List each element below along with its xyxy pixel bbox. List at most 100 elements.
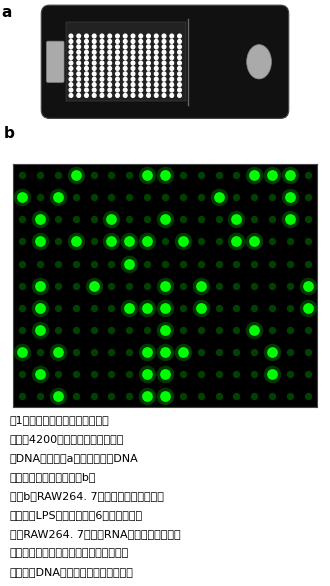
Circle shape [154, 34, 158, 38]
Circle shape [139, 45, 143, 49]
Point [234, 214, 239, 224]
Point [109, 237, 114, 246]
Circle shape [178, 88, 182, 92]
Point [162, 171, 168, 180]
Circle shape [92, 67, 96, 70]
Circle shape [178, 45, 182, 49]
Point [109, 369, 114, 379]
Point [180, 347, 185, 357]
Circle shape [154, 56, 158, 60]
Circle shape [139, 61, 143, 65]
Point [234, 193, 239, 202]
Ellipse shape [247, 45, 271, 79]
Circle shape [123, 61, 127, 65]
Point [162, 369, 168, 379]
Circle shape [178, 67, 182, 70]
Circle shape [69, 88, 73, 92]
Point [216, 347, 221, 357]
Point [270, 347, 275, 357]
Point [270, 193, 275, 202]
Circle shape [100, 72, 104, 76]
Circle shape [108, 67, 112, 70]
Point [55, 171, 60, 180]
Circle shape [92, 34, 96, 38]
Point [162, 259, 168, 268]
Circle shape [178, 50, 182, 54]
Circle shape [77, 77, 81, 81]
Circle shape [84, 67, 88, 70]
Point [252, 325, 257, 335]
Point [55, 325, 60, 335]
Circle shape [139, 34, 143, 38]
Point [91, 281, 96, 291]
Point [127, 171, 132, 180]
Point [180, 281, 185, 291]
Point [127, 193, 132, 202]
Point [287, 347, 293, 357]
Circle shape [147, 88, 150, 92]
Point [162, 214, 168, 224]
Point [37, 214, 43, 224]
Point [216, 214, 221, 224]
Circle shape [108, 88, 112, 92]
Point [234, 391, 239, 401]
Point [216, 193, 221, 202]
Point [73, 214, 78, 224]
Bar [66, 22, 186, 101]
Circle shape [123, 50, 127, 54]
Circle shape [162, 72, 166, 76]
Point [73, 237, 78, 246]
Point [216, 391, 221, 401]
Circle shape [116, 83, 119, 87]
Point [252, 325, 257, 335]
Circle shape [170, 56, 174, 60]
Point [198, 347, 203, 357]
Point [198, 303, 203, 312]
Circle shape [147, 77, 150, 81]
Point [37, 325, 43, 335]
Circle shape [170, 61, 174, 65]
Point [127, 303, 132, 312]
Point [55, 347, 60, 357]
Circle shape [77, 83, 81, 87]
Circle shape [178, 72, 182, 76]
Circle shape [123, 39, 127, 43]
Point [180, 237, 185, 246]
Point [252, 391, 257, 401]
Point [145, 171, 150, 180]
Circle shape [108, 34, 112, 38]
Point [91, 237, 96, 246]
Circle shape [84, 50, 88, 54]
Point [162, 214, 168, 224]
Point [55, 391, 60, 401]
Point [19, 171, 25, 180]
Point [145, 325, 150, 335]
Point [162, 391, 168, 401]
Circle shape [139, 39, 143, 43]
Point [180, 391, 185, 401]
Point [270, 369, 275, 379]
Circle shape [139, 83, 143, 87]
FancyBboxPatch shape [47, 41, 64, 83]
Point [287, 259, 293, 268]
Point [287, 325, 293, 335]
Circle shape [147, 45, 150, 49]
Point [127, 237, 132, 246]
Circle shape [84, 77, 88, 81]
Point [162, 325, 168, 335]
Circle shape [84, 56, 88, 60]
Point [109, 281, 114, 291]
Circle shape [162, 61, 166, 65]
Circle shape [162, 45, 166, 49]
Circle shape [139, 94, 143, 97]
Point [19, 347, 25, 357]
Point [37, 214, 43, 224]
Circle shape [100, 67, 104, 70]
Point [127, 391, 132, 401]
Point [198, 369, 203, 379]
Point [252, 171, 257, 180]
Point [252, 237, 257, 246]
FancyBboxPatch shape [41, 5, 289, 118]
Circle shape [77, 56, 81, 60]
Point [287, 237, 293, 246]
